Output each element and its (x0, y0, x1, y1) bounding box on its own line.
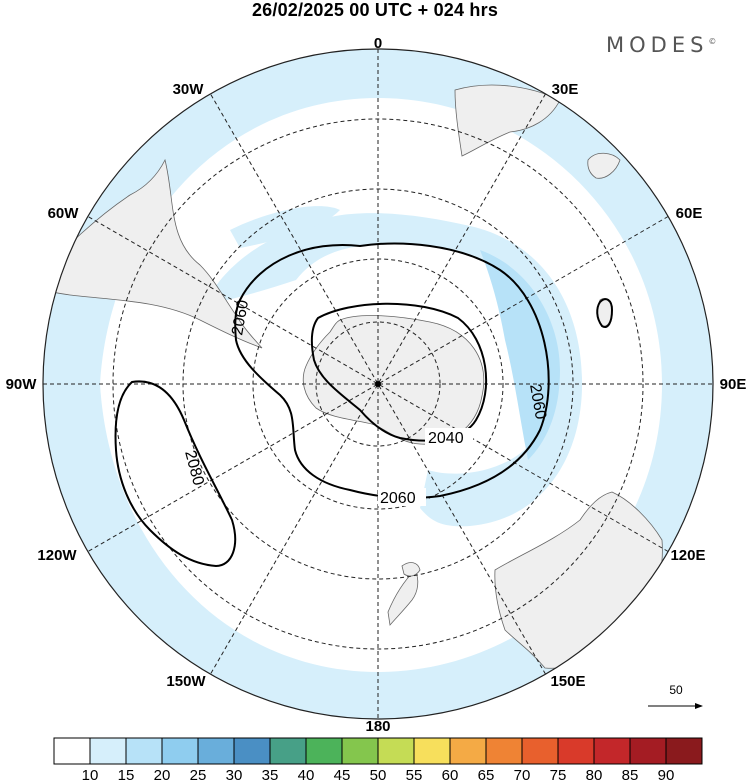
madagascar (587, 152, 621, 179)
graticule (43, 49, 713, 719)
lon-label-180: 180 (365, 718, 390, 735)
lon-label-0: 0 (374, 35, 382, 52)
lon-label-120w: 120W (37, 547, 77, 564)
longitude-labels: 0 30E 60E 90E 120E 150E 180 150W 120W 90… (6, 35, 747, 735)
colorbar-swatch (413, 737, 451, 765)
contour-label-2060-left: 2060 (229, 299, 252, 337)
lon-label-150w: 150W (166, 673, 206, 690)
colorbar-swatch (125, 737, 163, 765)
colorbar-swatch (629, 737, 667, 765)
lon-label-30w: 30W (173, 81, 205, 98)
reference-vector: 50 (648, 683, 703, 709)
colorbar-swatch (53, 737, 91, 765)
south-pole-marker (375, 381, 381, 387)
lon-label-90w: 90W (6, 376, 38, 393)
new-zealand (387, 569, 419, 626)
contour-label-2060-bottom: 2060 (380, 490, 416, 507)
lon-label-150e: 150E (550, 673, 585, 690)
colorbar-swatch (89, 737, 127, 765)
contour-labels: 2040 2060 2060 2060 2080 (181, 299, 549, 507)
map-boundary (42, 48, 714, 720)
lon-label-90e: 90E (720, 376, 747, 393)
wind-shading-core (480, 250, 560, 460)
map-title: 26/02/2025 00 UTC + 024 hrs (251, 0, 499, 20)
colorbar-swatch (521, 737, 559, 765)
colorbar-swatch (449, 737, 487, 765)
colorbar-tick-label: 85 (622, 767, 639, 782)
contour-label-2060-right: 2060 (526, 383, 549, 421)
colorbar-tick-label: 25 (190, 767, 207, 782)
wind-shading-patch (230, 206, 340, 248)
colorbar-tick-label: 55 (406, 767, 423, 782)
map-disc: 2040 2060 2060 2060 2080 (43, 49, 713, 719)
lon-label-60w: 60W (48, 205, 80, 222)
colorbar-tick-label: 60 (442, 767, 459, 782)
colorbar-tick-label: 35 (262, 767, 279, 782)
antarctica (302, 315, 485, 445)
colorbar-swatch (305, 737, 343, 765)
colorbar-tick-label: 75 (550, 767, 567, 782)
colorbar-tick-label: 10 (82, 767, 99, 782)
colorbar-tick-label: 65 (478, 767, 495, 782)
contour-2060 (234, 242, 550, 499)
lon-label-120e: 120E (670, 547, 705, 564)
copyright-mark: © (708, 37, 717, 46)
colorbar-swatch (197, 737, 235, 765)
colorbar-tick-label: 50 (370, 767, 387, 782)
colorbar-tick-label: 40 (298, 767, 315, 782)
colorbar-swatch (269, 737, 307, 765)
colorbar-swatch (593, 737, 631, 765)
colorbar-tick-label: 45 (334, 767, 351, 782)
colorbar-tick-label: 30 (226, 767, 243, 782)
new-zealand-south (401, 562, 421, 577)
colorbar: 10 15 20 25 30 35 40 45 50 55 60 65 70 75 80 85 90 (53, 737, 703, 782)
colorbar-tick-label: 90 (658, 767, 675, 782)
colorbar-tick-label: 70 (514, 767, 531, 782)
colorbar-tick-label: 20 (154, 767, 171, 782)
africa-tip (454, 84, 561, 157)
colorbar-swatch (341, 737, 379, 765)
colorbar-swatch (377, 737, 415, 765)
lon-label-30e: 30E (552, 81, 579, 98)
colorbar-tick-label: 15 (118, 767, 135, 782)
colorbar-swatch (665, 737, 703, 765)
lon-label-60e: 60E (676, 205, 703, 222)
brand-name: MODES (606, 33, 709, 57)
contour-label-2040: 2040 (428, 430, 464, 447)
colorbar-tick-label: 80 (586, 767, 603, 782)
colorbar-swatch (557, 737, 595, 765)
contour-small-closed (596, 298, 614, 328)
contour-2080 (114, 380, 237, 568)
colorbar-swatch (485, 737, 523, 765)
reference-vector-value: 50 (669, 683, 683, 697)
colorbar-swatch (161, 737, 199, 765)
modes-logo: MODES© (606, 33, 716, 57)
colorbar-swatch (233, 737, 271, 765)
